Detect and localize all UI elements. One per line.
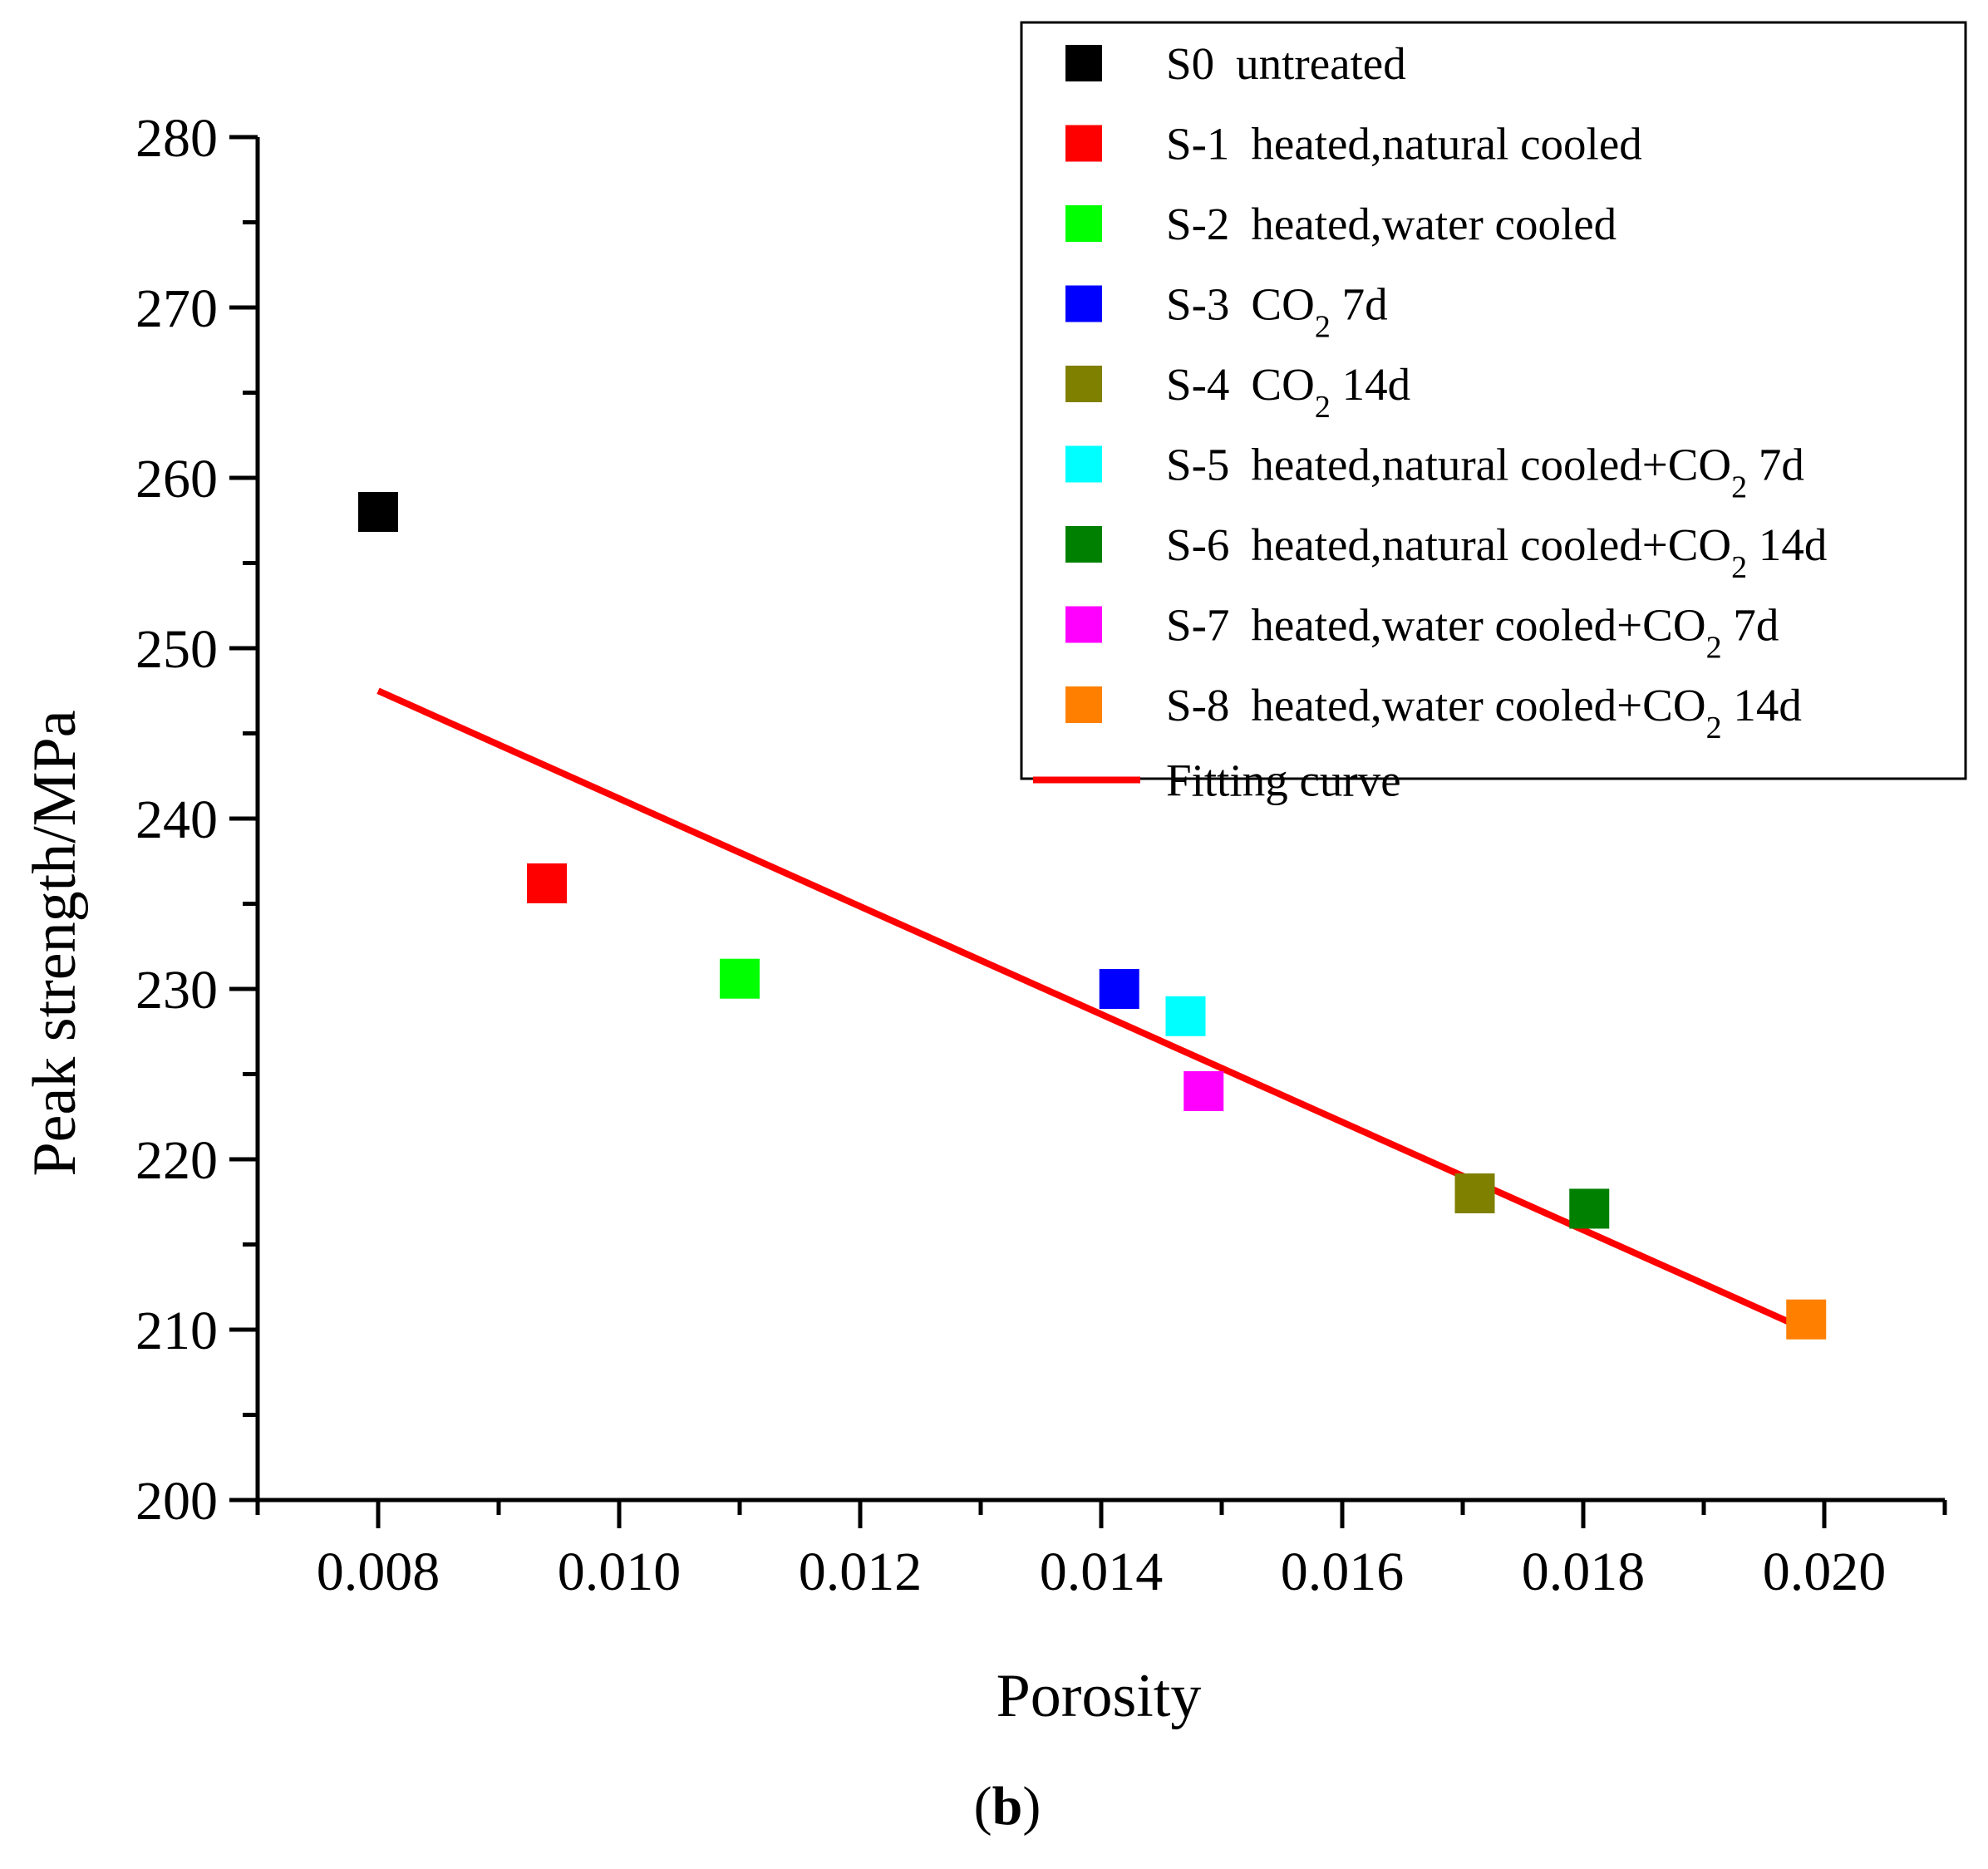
legend-series-suffix: 7d [1747, 440, 1804, 490]
legend-fit-label: Fitting curve [1166, 755, 1401, 806]
legend-swatch [1065, 445, 1102, 483]
y-tick-label: 210 [135, 1301, 218, 1361]
legend-series-desc: heated,natural cooled+CO [1251, 440, 1731, 490]
legend-series-suffix: 14d [1331, 359, 1410, 410]
legend-series-name: S-7 [1166, 600, 1229, 651]
legend-series-desc: heated,water cooled [1251, 199, 1616, 249]
legend-swatch [1065, 205, 1102, 242]
data-point-s-7 [1183, 1071, 1224, 1111]
legend-label: S-7 heated,water cooled+CO2 7d [1166, 600, 1779, 666]
legend-series-desc: CO [1251, 359, 1314, 410]
legend-series-suffix: 14d [1747, 519, 1827, 570]
x-tick-label: 0.010 [558, 1542, 682, 1602]
legend-series-suffix: 14d [1722, 680, 1802, 730]
fitting-curve-line [376, 687, 1808, 1333]
legend-subscript: 2 [1731, 470, 1747, 505]
data-point-s0 [358, 492, 398, 532]
legend-series-suffix: 7d [1722, 600, 1779, 651]
legend-label: S-4 CO2 14d [1166, 359, 1410, 425]
legend-subscript: 2 [1706, 711, 1722, 745]
legend-swatch [1065, 45, 1102, 81]
x-tick-label: 0.018 [1522, 1542, 1646, 1602]
y-tick-label: 270 [135, 278, 218, 339]
legend-series-desc: untreated [1236, 38, 1406, 89]
legend-label: S-3 CO2 7d [1166, 279, 1388, 345]
data-point-s-5 [1165, 996, 1206, 1036]
legend-box [1020, 21, 1967, 780]
legend-swatch [1065, 125, 1102, 162]
legend-series-suffix: 7d [1331, 279, 1388, 330]
legend-series-name: S-1 [1166, 119, 1229, 170]
axes: 200 210 220 230 240 250 260 270 280 0.008 0.010 0.0… [135, 108, 1947, 1602]
legend-label: S-1 heated,natural cooled [1166, 119, 1642, 170]
legend-subscript: 2 [1706, 631, 1722, 666]
legend-series-desc: heated,water cooled+CO [1251, 600, 1705, 651]
x-tick-label: 0.008 [317, 1542, 440, 1602]
x-tick-label: 0.016 [1281, 1542, 1405, 1602]
y-tick-label: 220 [135, 1130, 218, 1191]
legend-swatch [1065, 526, 1102, 563]
legend-series-name: S-4 [1166, 359, 1229, 410]
legend-series-name: S0 [1166, 38, 1214, 89]
legend-subscript: 2 [1315, 310, 1331, 345]
data-point-s-1 [527, 863, 567, 903]
legend-label: S-5 heated,natural cooled+CO2 7d [1166, 440, 1804, 505]
legend-series-desc: heated,natural cooled [1251, 119, 1641, 170]
x-tick-label: 0.012 [799, 1542, 923, 1602]
legend-series-desc: heated,natural cooled+CO [1251, 519, 1731, 570]
y-tick-label: 230 [135, 960, 218, 1021]
y-tick-label: 260 [135, 449, 218, 509]
data-point-s-4 [1454, 1173, 1495, 1213]
legend-series-name: S-3 [1166, 279, 1229, 330]
legend-swatch [1065, 285, 1102, 322]
y-tick-label: 280 [135, 108, 218, 169]
legend-subscript: 2 [1731, 550, 1747, 585]
legend-series-name: S-5 [1166, 440, 1229, 490]
legend-swatch [1065, 366, 1102, 402]
data-point-s-8 [1786, 1299, 1827, 1340]
panel-label-letter: b [992, 1776, 1023, 1837]
data-point-s-6 [1569, 1188, 1610, 1229]
data-points [358, 492, 1827, 1340]
legend-swatch [1065, 686, 1102, 723]
legend-subscript: 2 [1315, 390, 1331, 425]
data-point-s-2 [720, 958, 760, 999]
legend-swatch [1065, 606, 1102, 643]
legend-series-name: S-2 [1166, 199, 1229, 249]
panel-label-close: ) [1022, 1776, 1041, 1837]
y-tick-label: 240 [135, 789, 218, 850]
legend-label: S-8 heated,water cooled+CO2 14d [1166, 680, 1802, 745]
data-point-s-3 [1099, 969, 1139, 1009]
legend-label: S-2 heated,water cooled [1166, 199, 1616, 249]
panel-label: (b) [974, 1776, 1041, 1837]
legend-series-desc: CO [1251, 279, 1314, 330]
legend-series-desc: heated,water cooled+CO [1251, 680, 1705, 730]
panel-label-open: ( [974, 1776, 992, 1837]
legend-label: S-6 heated,natural cooled+CO2 14d [1166, 519, 1827, 585]
x-tick-label: 0.014 [1040, 1542, 1164, 1602]
x-tick-label: 0.020 [1763, 1542, 1887, 1602]
y-tick-label: 200 [135, 1471, 218, 1532]
legend-label: S0 untreated [1166, 38, 1406, 89]
fit-line-layer [376, 687, 1808, 1333]
legend-series-name: S-8 [1166, 680, 1229, 730]
x-axis-title: Porosity [996, 1662, 1202, 1730]
y-axis-title: Peak strength/MPa [21, 710, 89, 1176]
y-tick-label: 250 [135, 619, 218, 680]
legend-series-name: S-6 [1166, 519, 1229, 570]
